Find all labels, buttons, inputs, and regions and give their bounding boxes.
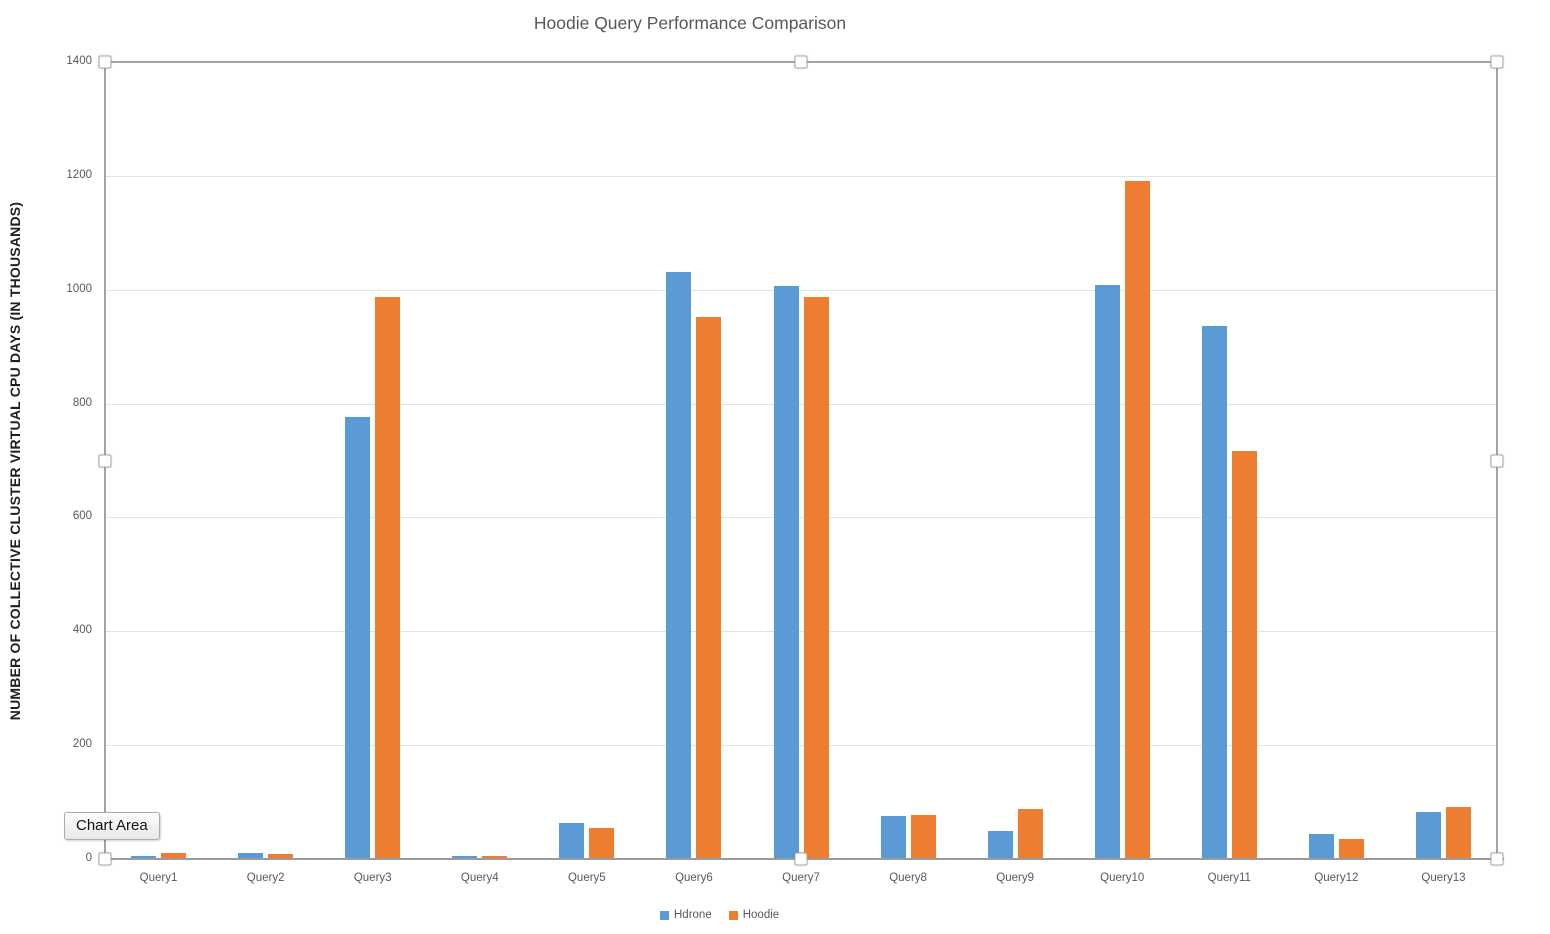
bar-hoodie-query13[interactable] — [1445, 807, 1471, 858]
bar-hoodie-query3[interactable] — [375, 297, 401, 858]
bar-hoodie-query11[interactable] — [1231, 450, 1257, 858]
bar-hdrone-query11[interactable] — [1201, 325, 1227, 858]
bar-hdrone-query9[interactable] — [987, 831, 1013, 858]
x-label-query12: Query12 — [1314, 872, 1359, 884]
bar-hdrone-query7[interactable] — [773, 285, 799, 858]
x-label-query1: Query1 — [139, 872, 178, 884]
x-label-query7: Query7 — [782, 872, 820, 884]
bar-hoodie-query8[interactable] — [910, 815, 936, 858]
handle-middle-left[interactable] — [98, 454, 112, 467]
gridline-600 — [105, 517, 1497, 519]
y-tick-label-200: 200 — [72, 738, 92, 751]
y-tick-label-1200: 1200 — [66, 168, 92, 181]
y-tick-label-1400: 1400 — [66, 55, 92, 67]
legend-label-hdrone: Hdrone — [674, 909, 712, 921]
bar-hdrone-query3[interactable] — [345, 416, 371, 858]
bar-hoodie-query9[interactable] — [1017, 809, 1043, 858]
legend-swatch-hoodie — [728, 910, 738, 920]
legend-item-hdrone[interactable]: Hdrone — [660, 909, 712, 921]
bar-hdrone-query8[interactable] — [880, 815, 906, 858]
bar-hoodie-query4[interactable] — [482, 856, 508, 858]
gridline-400 — [105, 631, 1497, 633]
x-label-query4: Query4 — [460, 872, 499, 884]
x-label-query8: Query8 — [889, 872, 927, 884]
chart-area-tooltip: Chart Area — [64, 812, 160, 840]
plot-area[interactable] — [105, 62, 1497, 859]
bar-hdrone-query1[interactable] — [131, 855, 157, 858]
legend-item-hoodie[interactable]: Hoodie — [728, 909, 780, 921]
x-label-query5: Query5 — [567, 872, 606, 884]
y-tick-label-800: 800 — [72, 396, 92, 409]
bar-hoodie-query1[interactable] — [161, 852, 187, 858]
handle-bottom-center[interactable] — [794, 852, 808, 866]
bar-hdrone-query13[interactable] — [1415, 811, 1441, 858]
bar-hdrone-query5[interactable] — [559, 822, 585, 858]
legend-label-hoodie: Hoodie — [742, 909, 780, 921]
bar-hdrone-query10[interactable] — [1094, 284, 1120, 858]
bar-hoodie-query12[interactable] — [1338, 839, 1364, 858]
bar-hoodie-query7[interactable] — [803, 297, 829, 858]
x-label-query2: Query2 — [246, 872, 285, 884]
legend[interactable]: Hdrone Hoodie — [660, 909, 779, 921]
bar-hdrone-query4[interactable] — [452, 855, 478, 858]
handle-top-right[interactable] — [1490, 55, 1504, 69]
gridline-800 — [105, 403, 1497, 405]
bar-hoodie-query10[interactable] — [1124, 180, 1150, 858]
y-tick-label-400: 400 — [72, 624, 92, 637]
x-label-query3: Query3 — [353, 872, 392, 884]
bar-hoodie-query6[interactable] — [696, 317, 722, 858]
handle-top-left[interactable] — [98, 55, 112, 69]
bar-hdrone-query12[interactable] — [1308, 834, 1334, 858]
handle-bottom-left[interactable] — [98, 852, 112, 866]
gridline-1200 — [105, 175, 1497, 177]
legend-swatch-hdrone — [660, 910, 669, 920]
y-axis-title[interactable]: NUMBER OF COLLECTIVE CLUSTER VIRTUAL CPU… — [7, 201, 23, 721]
x-label-query6: Query6 — [675, 872, 713, 884]
x-label-query10: Query10 — [1100, 872, 1145, 884]
x-label-query11: Query11 — [1207, 872, 1251, 884]
y-tick-label-1000: 1000 — [66, 282, 92, 295]
handle-top-center[interactable] — [794, 55, 808, 69]
bar-hdrone-query2[interactable] — [238, 853, 264, 858]
x-label-query9: Query9 — [996, 872, 1034, 884]
bar-hdrone-query6[interactable] — [666, 271, 692, 858]
gridline-1000 — [105, 289, 1497, 291]
handle-middle-right[interactable] — [1490, 454, 1504, 467]
x-label-query13: Query13 — [1421, 872, 1466, 884]
bar-hoodie-query2[interactable] — [268, 854, 294, 858]
handle-bottom-right[interactable] — [1490, 852, 1504, 866]
gridline-200 — [105, 745, 1497, 747]
y-tick-label-600: 600 — [72, 510, 92, 523]
y-tick-label-0: 0 — [85, 852, 92, 864]
chart-title[interactable]: Hoodie Query Performance Comparison — [533, 13, 847, 33]
bar-hoodie-query5[interactable] — [589, 828, 615, 858]
